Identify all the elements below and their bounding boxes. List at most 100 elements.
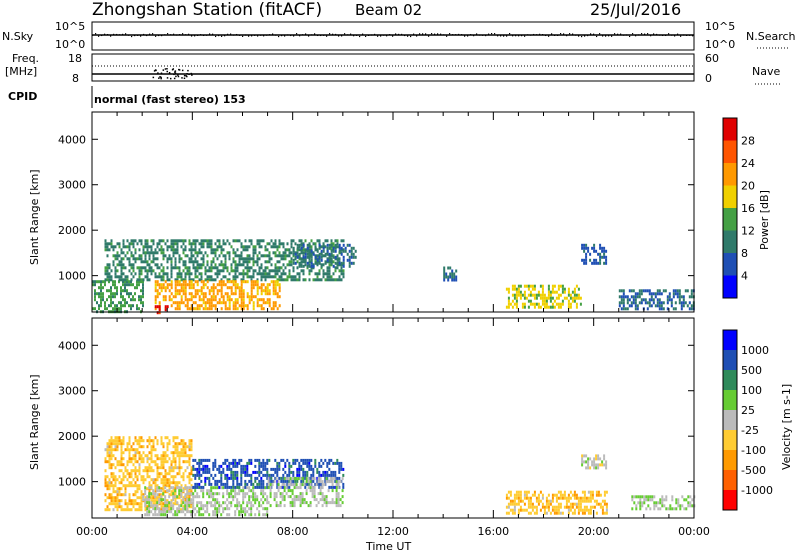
echo-cell — [134, 260, 137, 264]
echo-cell — [262, 482, 265, 486]
noise-search-dot — [329, 33, 331, 35]
echo-cell — [260, 286, 263, 290]
echo-cell — [262, 239, 265, 243]
echo-cell — [272, 304, 275, 308]
echo-cell — [246, 304, 249, 308]
echo-cell — [331, 501, 334, 505]
noise-search-dot — [275, 34, 277, 36]
echo-cell — [146, 251, 149, 255]
echo-cell — [672, 292, 675, 296]
echo-cell — [164, 280, 167, 284]
echo-cell — [208, 269, 211, 273]
echo-cell — [515, 490, 518, 494]
echo-cell — [335, 483, 338, 487]
echo-cell — [252, 307, 255, 311]
echo-cell — [176, 501, 179, 505]
echo-cell — [108, 451, 111, 455]
echo-cell — [537, 293, 540, 297]
echo-cell — [234, 458, 237, 462]
echo-cell — [136, 460, 139, 464]
echo-cell — [226, 269, 229, 273]
echo-cell — [328, 255, 331, 259]
echo-cell — [280, 275, 283, 279]
echo-cell — [220, 486, 223, 490]
echo-cell — [659, 498, 662, 502]
echo-cell — [678, 289, 681, 293]
echo-cell — [527, 299, 530, 303]
echo-cell — [240, 272, 243, 276]
noise-search-dot — [110, 35, 112, 37]
echo-cell — [685, 498, 688, 502]
echo-cell — [200, 504, 203, 508]
echo-cell — [124, 266, 127, 270]
echo-cell — [122, 257, 125, 261]
echo-cell — [328, 246, 331, 250]
echo-cell — [517, 490, 520, 494]
echo-cell — [238, 295, 241, 299]
echo-cell — [156, 504, 159, 508]
echo-cell — [505, 505, 508, 509]
noise-search-dot — [494, 33, 496, 35]
echo-cell — [527, 511, 530, 515]
echo-cell — [162, 295, 165, 299]
echo-cell — [218, 254, 221, 258]
echo-cell — [240, 304, 243, 308]
echo-cell — [256, 292, 259, 296]
echo-cell — [134, 484, 137, 488]
echo-cell — [122, 272, 125, 276]
echo-cell — [340, 239, 343, 243]
echo-cell — [132, 275, 135, 279]
echo-cell — [569, 496, 572, 500]
echo-cell — [254, 260, 257, 264]
echo-cell — [172, 481, 175, 485]
echo-cell — [116, 490, 119, 494]
echo-cell — [198, 289, 201, 293]
noise-search-dot — [251, 35, 253, 37]
echo-cell — [212, 283, 215, 287]
echo-cell — [212, 289, 215, 293]
echo-cell — [288, 254, 291, 258]
echo-cell — [640, 298, 643, 302]
echo-cell — [676, 295, 679, 299]
echo-cell — [130, 472, 133, 476]
echo-cell — [134, 451, 137, 455]
echo-cell — [278, 242, 281, 246]
echo-cell — [284, 257, 287, 261]
echo-cell — [114, 283, 116, 287]
echo-cell — [150, 457, 153, 461]
echo-cell — [242, 263, 245, 267]
echo-cell — [338, 278, 341, 282]
echo-cell — [254, 513, 257, 517]
echo-cell — [507, 299, 510, 303]
echo-cell — [509, 493, 512, 497]
echo-cell — [283, 504, 286, 508]
noise-search-dot — [197, 34, 199, 37]
noise-search-dot — [419, 33, 421, 35]
echo-cell — [160, 495, 163, 499]
echo-cell — [314, 272, 317, 276]
echo-cell — [188, 496, 191, 500]
noise-search-dot — [125, 33, 127, 35]
echo-cell — [240, 292, 243, 296]
echo-cell — [214, 278, 217, 282]
echo-cell — [641, 504, 644, 508]
echo-cell — [302, 251, 305, 255]
echo-cell — [252, 280, 255, 284]
echo-cell — [637, 495, 640, 499]
echo-cell — [188, 298, 191, 302]
echo-cell — [272, 251, 275, 255]
echo-cell — [340, 269, 343, 273]
echo-cell — [134, 502, 137, 506]
echo-cell — [154, 463, 157, 467]
echo-cell — [631, 498, 634, 502]
echo-cell — [148, 484, 151, 488]
echo-cell — [547, 305, 550, 309]
noise-search-dot — [134, 34, 136, 37]
echo-cell — [246, 492, 249, 496]
echo-cell — [236, 470, 239, 474]
echo-cell — [293, 486, 296, 490]
echo-cell — [140, 496, 143, 500]
echo-cell — [208, 476, 211, 480]
echo-cell — [120, 263, 123, 267]
noise-search-dot — [575, 34, 577, 36]
